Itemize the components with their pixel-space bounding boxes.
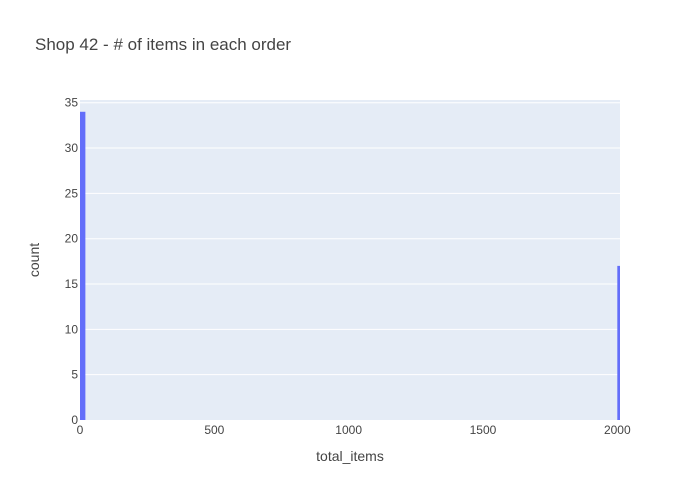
y-tick-label: 35	[65, 96, 79, 110]
gridlines	[80, 102, 620, 376]
x-tick-label: 2000	[604, 423, 631, 437]
x-tick-label: 1500	[470, 423, 497, 437]
x-tick-label: 1000	[335, 423, 362, 437]
y-tick-label: 25	[65, 186, 79, 200]
x-axis-ticks: 0 500 1000 1500 2000	[77, 423, 631, 437]
chart-title: Shop 42 - # of items in each order	[35, 35, 291, 54]
y-axis-label: count	[26, 243, 42, 277]
x-tick-label: 0	[77, 423, 84, 437]
y-tick-label: 30	[65, 141, 79, 155]
histogram-bar-0	[80, 111, 86, 421]
x-axis-label: total_items	[316, 448, 384, 464]
y-tick-label: 10	[65, 322, 79, 336]
y-tick-label: 5	[71, 368, 78, 382]
histogram-bar-1	[617, 265, 620, 420]
y-tick-label: 20	[65, 232, 79, 246]
plot-area	[80, 100, 620, 420]
y-tick-label: 15	[65, 277, 79, 291]
bars	[80, 111, 620, 421]
x-tick-label: 500	[204, 423, 224, 437]
y-tick-label: 0	[71, 413, 78, 427]
y-axis-ticks: 0 5 10 15 20 25 30 35	[65, 96, 79, 427]
